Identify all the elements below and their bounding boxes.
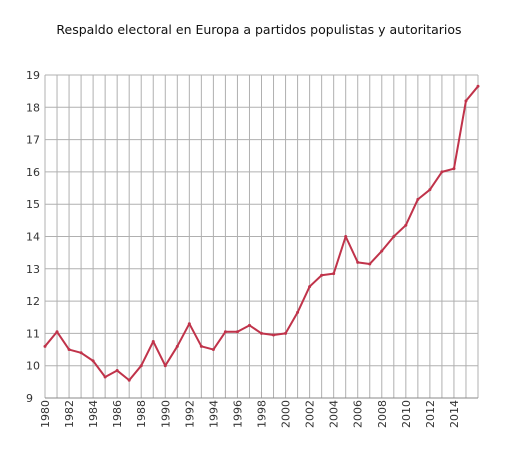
y-tick-label: 17 [26, 134, 40, 147]
data-point [175, 344, 179, 348]
y-tick-label: 12 [26, 295, 40, 308]
data-point [223, 330, 227, 334]
x-tick-label: 2012 [424, 400, 437, 428]
series-layer [43, 84, 480, 382]
data-point [320, 273, 324, 277]
data-point [199, 344, 203, 348]
data-point [187, 322, 191, 326]
x-tick-label: 1992 [183, 400, 196, 428]
grid [44, 74, 479, 399]
y-tick-label: 19 [26, 69, 40, 82]
x-tick-label: 2010 [400, 400, 413, 428]
y-tick-label: 10 [26, 360, 40, 373]
data-point [368, 262, 372, 266]
data-point [440, 170, 444, 174]
data-point [67, 348, 71, 352]
x-tick-label: 1990 [159, 400, 172, 428]
data-point [55, 330, 59, 334]
data-point [272, 333, 276, 337]
data-point [43, 344, 47, 348]
x-tick-label: 2006 [352, 400, 365, 428]
x-tick-label: 1982 [63, 400, 76, 428]
data-point [103, 375, 107, 379]
data-point [127, 378, 131, 382]
x-tick-label: 2014 [448, 400, 461, 428]
data-point [452, 167, 456, 171]
y-tick-label: 14 [26, 231, 40, 244]
y-tick-label: 11 [26, 327, 40, 340]
x-tick-label: 2000 [280, 400, 293, 428]
data-point [332, 272, 336, 276]
x-tick-label: 1986 [111, 400, 124, 428]
x-tick-label: 2008 [376, 400, 389, 428]
data-point [416, 197, 420, 201]
x-tick-label: 2004 [328, 400, 341, 428]
data-point [356, 260, 360, 264]
x-tick-label: 1998 [256, 400, 269, 428]
y-tick-label: 9 [26, 392, 33, 405]
chart-title: Respaldo electoral en Europa a partidos … [56, 22, 462, 37]
data-point [260, 331, 263, 335]
y-tick-label: 13 [26, 263, 40, 276]
data-point [235, 330, 239, 334]
data-point [247, 323, 251, 327]
data-point [296, 310, 300, 314]
data-point [344, 235, 348, 238]
x-tick-label: 2002 [304, 400, 317, 428]
x-tick-label: 1996 [231, 400, 244, 428]
data-point [428, 188, 432, 192]
data-point [139, 364, 143, 368]
data-point [380, 249, 384, 253]
axes: 9 10 11 12 13 14 15 16 17 18 19 1980 1982 1984 1986 198… [26, 69, 478, 428]
data-point [284, 331, 288, 335]
x-tick-label: 1994 [207, 400, 220, 428]
data-point [91, 359, 95, 363]
data-point [163, 364, 167, 368]
y-tick-label: 15 [26, 198, 40, 211]
y-tick-label: 18 [26, 101, 40, 114]
y-tick-label: 16 [26, 166, 40, 179]
data-point [308, 285, 312, 289]
x-tick-label: 1984 [87, 400, 100, 428]
data-point [79, 351, 83, 355]
x-tick-label: 1988 [135, 400, 148, 428]
data-point [151, 339, 155, 343]
data-point [464, 99, 468, 103]
data-point [115, 369, 119, 373]
data-point [392, 235, 396, 238]
data-point [211, 348, 215, 352]
data-point [404, 223, 408, 227]
data-point [476, 84, 480, 88]
x-tick-label: 1980 [39, 400, 52, 428]
